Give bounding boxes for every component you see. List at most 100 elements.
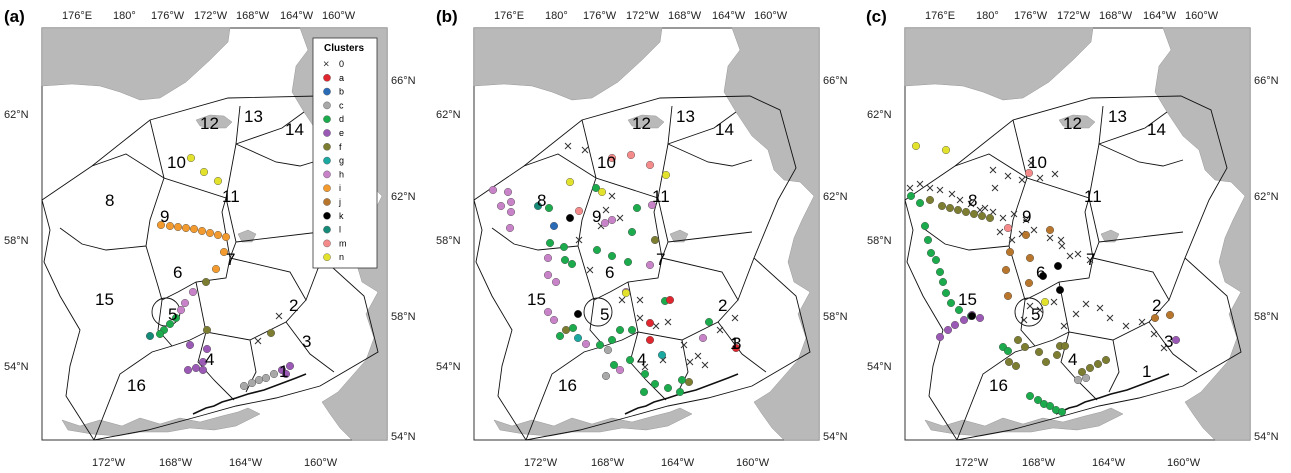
station-dot: [156, 220, 165, 229]
cross-marker: [1086, 256, 1094, 264]
legend-label: k: [339, 211, 344, 221]
cross-marker: [1122, 322, 1130, 330]
station-dot: [550, 221, 559, 230]
tick-label: 176°W: [583, 10, 617, 22]
station-dot: [171, 314, 180, 323]
station-dot: [1041, 358, 1050, 367]
region-label: 1: [1142, 362, 1151, 381]
tick-label: 62°N: [436, 109, 461, 121]
cross-marker: [636, 296, 644, 304]
region-label: 10: [167, 153, 186, 172]
station-dot: [213, 176, 222, 185]
cross-marker: [575, 236, 583, 244]
station-dot: [1004, 223, 1013, 232]
region-label: 8: [968, 191, 977, 210]
station-dot: [601, 218, 610, 227]
cluster-0-crosses: [254, 142, 1168, 371]
station-dot: [219, 247, 228, 256]
station-dot: [616, 366, 625, 375]
station-dot: [582, 340, 591, 349]
station-dot: [646, 336, 655, 345]
station-dot: [504, 187, 513, 196]
chukotka-land: [41, 27, 231, 101]
station-dot: [188, 288, 197, 297]
station-dot: [545, 203, 554, 212]
tick-label: 54°N: [436, 361, 461, 373]
station-dot: [191, 364, 200, 373]
station-dot: [202, 326, 211, 335]
cross-marker: [991, 184, 999, 192]
station-dot: [608, 251, 617, 260]
tick-label: 58°N: [823, 311, 848, 323]
region-label: 6: [1036, 263, 1045, 282]
cross-marker: [916, 180, 924, 188]
station-dot: [198, 366, 207, 375]
region-label: 7: [226, 250, 235, 269]
station-dot: [608, 215, 617, 224]
station-dot: [561, 256, 570, 265]
top-ticks-a: 176°E 180° 176°W 172°W 168°W 164°W 160°W: [62, 10, 356, 22]
tick-label: 58°N: [391, 311, 416, 323]
station-dot: [651, 235, 660, 244]
cross-marker: [1082, 300, 1090, 308]
station-dot: [646, 160, 655, 169]
station-dot: [602, 372, 611, 381]
legend-label: n: [339, 252, 344, 262]
station-dot: [927, 248, 936, 257]
region-label: 2: [1152, 296, 1161, 315]
station-dot: [1002, 266, 1011, 275]
station-dot: [155, 330, 164, 339]
stratum-outline: [473, 95, 811, 441]
cross-marker: [652, 322, 660, 330]
station-dot: [1150, 314, 1159, 323]
tick-label: 58°N: [4, 235, 29, 247]
station-dot: [955, 306, 964, 315]
region-label: 3: [302, 332, 311, 351]
station-dot: [566, 177, 575, 186]
region-label: 16: [127, 376, 146, 395]
cross-marker: [1022, 216, 1030, 224]
cross-marker: [976, 206, 984, 214]
region-label: 1: [730, 334, 739, 353]
cross-marker: [1030, 226, 1038, 234]
region-label: 1: [279, 362, 288, 381]
st-lawrence-island: [195, 114, 233, 129]
station-dot: [1012, 362, 1021, 371]
cross-marker: [1138, 318, 1146, 326]
aleutian-coast: [192, 373, 307, 415]
station-dot: [552, 278, 561, 287]
station-dot: [247, 379, 256, 388]
station-dot: [1034, 348, 1043, 357]
chukotka-land: [904, 27, 1094, 101]
legend-dot-marker: [323, 142, 331, 151]
station-dot: [954, 205, 963, 214]
legend-dot-marker: [323, 87, 331, 96]
station-dot: [550, 316, 559, 325]
tick-label: 54°N: [4, 361, 29, 373]
station-dot: [211, 265, 220, 274]
station-dot: [646, 319, 655, 328]
station-dot: [568, 260, 577, 269]
station-dot: [569, 324, 578, 333]
station-dot: [282, 370, 291, 379]
station-dot: [939, 278, 948, 287]
station-dot: [165, 221, 174, 230]
nunivak-island: [1100, 229, 1120, 243]
station-dot: [1085, 364, 1094, 373]
tick-label: 66°N: [1254, 75, 1279, 87]
cross-marker: [1010, 210, 1018, 218]
tick-label: 164°W: [280, 10, 314, 22]
region-label: 11: [222, 187, 240, 206]
cross-marker: [1072, 310, 1080, 318]
tick-label: 160°W: [1167, 457, 1201, 469]
station-dot: [646, 261, 655, 270]
cross-marker: [275, 312, 283, 320]
aleutian-islands: [924, 407, 1124, 437]
tick-label: 168°W: [591, 457, 625, 469]
station-dot: [574, 310, 583, 319]
cross-marker: [618, 296, 626, 304]
station-dot: [254, 376, 263, 385]
legend-label: f: [339, 142, 342, 152]
cross-marker: [981, 204, 989, 212]
tick-label: 168°W: [668, 10, 702, 22]
